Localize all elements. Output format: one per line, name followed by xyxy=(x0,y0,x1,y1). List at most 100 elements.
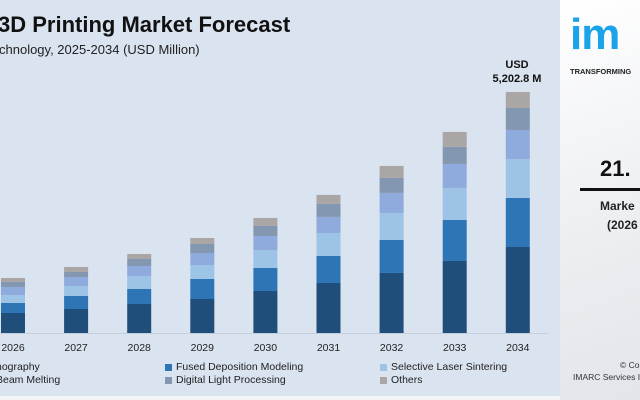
bar-2034 xyxy=(505,91,530,333)
bar-segment-2029-1 xyxy=(190,278,215,300)
bar-segment-2029-4 xyxy=(190,244,215,254)
bar-segment-2028-0 xyxy=(127,304,152,333)
bar-2029 xyxy=(190,237,215,333)
bar-2030 xyxy=(253,217,278,333)
bar-segment-2029-2 xyxy=(190,265,215,279)
x-tick-label: 2029 xyxy=(191,342,215,354)
bar-segment-2031-5 xyxy=(316,194,341,204)
legend-label: Others xyxy=(391,374,423,386)
legend-swatch xyxy=(165,363,172,371)
bar-segment-2028-1 xyxy=(127,288,152,305)
bar-segment-2031-1 xyxy=(316,255,341,283)
bar-segment-2033-0 xyxy=(442,260,467,333)
bar-segment-2034-5 xyxy=(505,91,530,108)
x-tick-label: 2028 xyxy=(128,342,152,354)
legend-item: Selective Laser Sintering xyxy=(380,361,507,373)
bar-segment-2028-5 xyxy=(127,253,152,259)
legend-item: Others xyxy=(380,374,423,386)
bar-segment-2030-1 xyxy=(253,267,278,291)
x-tick-label: 2034 xyxy=(506,342,530,354)
annotation-line1: USD xyxy=(505,59,529,71)
bar-segment-2033-1 xyxy=(442,219,467,261)
legend-item: Digital Light Processing xyxy=(165,374,286,386)
bar-segment-2033-4 xyxy=(442,146,467,164)
chart-title: 3D Printing Market Forecast xyxy=(0,12,291,37)
chart-subtitle: chnology, 2025-2034 (USD Million) xyxy=(0,42,200,57)
bar-segment-2032-1 xyxy=(379,239,404,273)
cagr-period: (2026 xyxy=(607,218,638,232)
bar-segment-2028-2 xyxy=(127,275,152,289)
bar-segment-2030-4 xyxy=(253,225,278,236)
bar-segment-2026-3 xyxy=(1,286,25,295)
bar-segment-2026-0 xyxy=(1,312,25,333)
bar-segment-2026-1 xyxy=(1,302,25,313)
bar-segment-2033-2 xyxy=(442,187,467,220)
bar-plot: 2026 2027 2028 2029 2030 2031 2032 2033 2034 xyxy=(0,91,548,354)
legend-swatch xyxy=(380,363,387,371)
legend-label: hography xyxy=(0,361,40,373)
bar-segment-2027-4 xyxy=(64,271,89,277)
x-tick-label: 2031 xyxy=(317,342,341,354)
x-tick-label: 2030 xyxy=(254,342,278,354)
bar-segment-2034-4 xyxy=(505,107,530,130)
bar-2027 xyxy=(64,266,89,333)
bar-segment-2034-1 xyxy=(505,197,530,247)
bar-segment-2032-4 xyxy=(379,177,404,193)
bar-segment-2030-5 xyxy=(253,217,278,226)
legend-label: Fused Deposition Modeling xyxy=(176,361,304,373)
bar-segment-2031-4 xyxy=(316,203,341,217)
bar-segment-2034-2 xyxy=(505,158,530,198)
bar-segment-2027-3 xyxy=(64,276,89,286)
x-tick-label: 2032 xyxy=(380,342,404,354)
bar-segment-2032-5 xyxy=(379,165,404,178)
bar-2032 xyxy=(379,165,404,333)
x-tick-label: 2033 xyxy=(443,342,467,354)
cagr-label: Marke xyxy=(600,199,635,213)
copyright-owner: IMARC Services I xyxy=(573,372,640,382)
bar-segment-2034-3 xyxy=(505,129,530,159)
legend-item: hography xyxy=(0,361,40,373)
bar-2028 xyxy=(127,253,152,333)
bar-segment-2027-2 xyxy=(64,285,89,296)
legend-item: Beam Melting xyxy=(0,374,60,386)
bar-segment-2032-2 xyxy=(379,212,404,240)
bar-segment-2033-5 xyxy=(442,131,467,147)
legend-swatch xyxy=(165,376,172,384)
x-tick-label: 2026 xyxy=(1,342,25,354)
bar-2031 xyxy=(316,194,341,333)
legend-label: Digital Light Processing xyxy=(176,374,286,386)
bar-segment-2026-4 xyxy=(1,281,25,287)
bar-segment-2031-0 xyxy=(316,282,341,333)
bar-segment-2026-5 xyxy=(1,277,25,282)
legend-swatch xyxy=(380,376,387,384)
bar-segment-2030-2 xyxy=(253,249,278,268)
legend-label: Selective Laser Sintering xyxy=(391,361,508,373)
bar-segment-2027-1 xyxy=(64,295,89,310)
bar-segment-2028-4 xyxy=(127,258,152,266)
x-tick-label: 2027 xyxy=(64,342,88,354)
imarc-logo: im xyxy=(570,10,620,59)
bar-segment-2030-3 xyxy=(253,235,278,250)
logo-tagline: TRANSFORMING xyxy=(570,67,632,76)
bar-segment-2026-2 xyxy=(1,294,25,303)
bar-segment-2027-0 xyxy=(64,309,89,333)
bar-segment-2032-3 xyxy=(379,192,404,213)
bar-segment-2034-0 xyxy=(505,246,530,333)
copyright: © Co xyxy=(620,360,640,370)
chart-area: 3D Printing Market Forecast chnology, 20… xyxy=(0,0,560,396)
side-panel: im TRANSFORMING 21. Marke (2026 © Co IMA… xyxy=(560,0,640,400)
bar-segment-2029-5 xyxy=(190,237,215,245)
total-annotation: USD 5,202.8 M xyxy=(485,58,549,86)
bar-segment-2031-3 xyxy=(316,216,341,233)
legend-item: Fused Deposition Modeling xyxy=(165,361,303,373)
bar-2033 xyxy=(442,131,467,333)
bar-segment-2027-5 xyxy=(64,266,89,272)
bar-segment-2029-3 xyxy=(190,253,215,266)
bar-segment-2028-3 xyxy=(127,265,152,276)
bar-segment-2033-3 xyxy=(442,163,467,188)
cagr-value: 21. xyxy=(600,156,631,181)
bar-segment-2031-2 xyxy=(316,232,341,256)
bar-2026 xyxy=(1,277,25,333)
bar-segment-2032-0 xyxy=(379,272,404,333)
cagr-divider xyxy=(580,188,640,191)
